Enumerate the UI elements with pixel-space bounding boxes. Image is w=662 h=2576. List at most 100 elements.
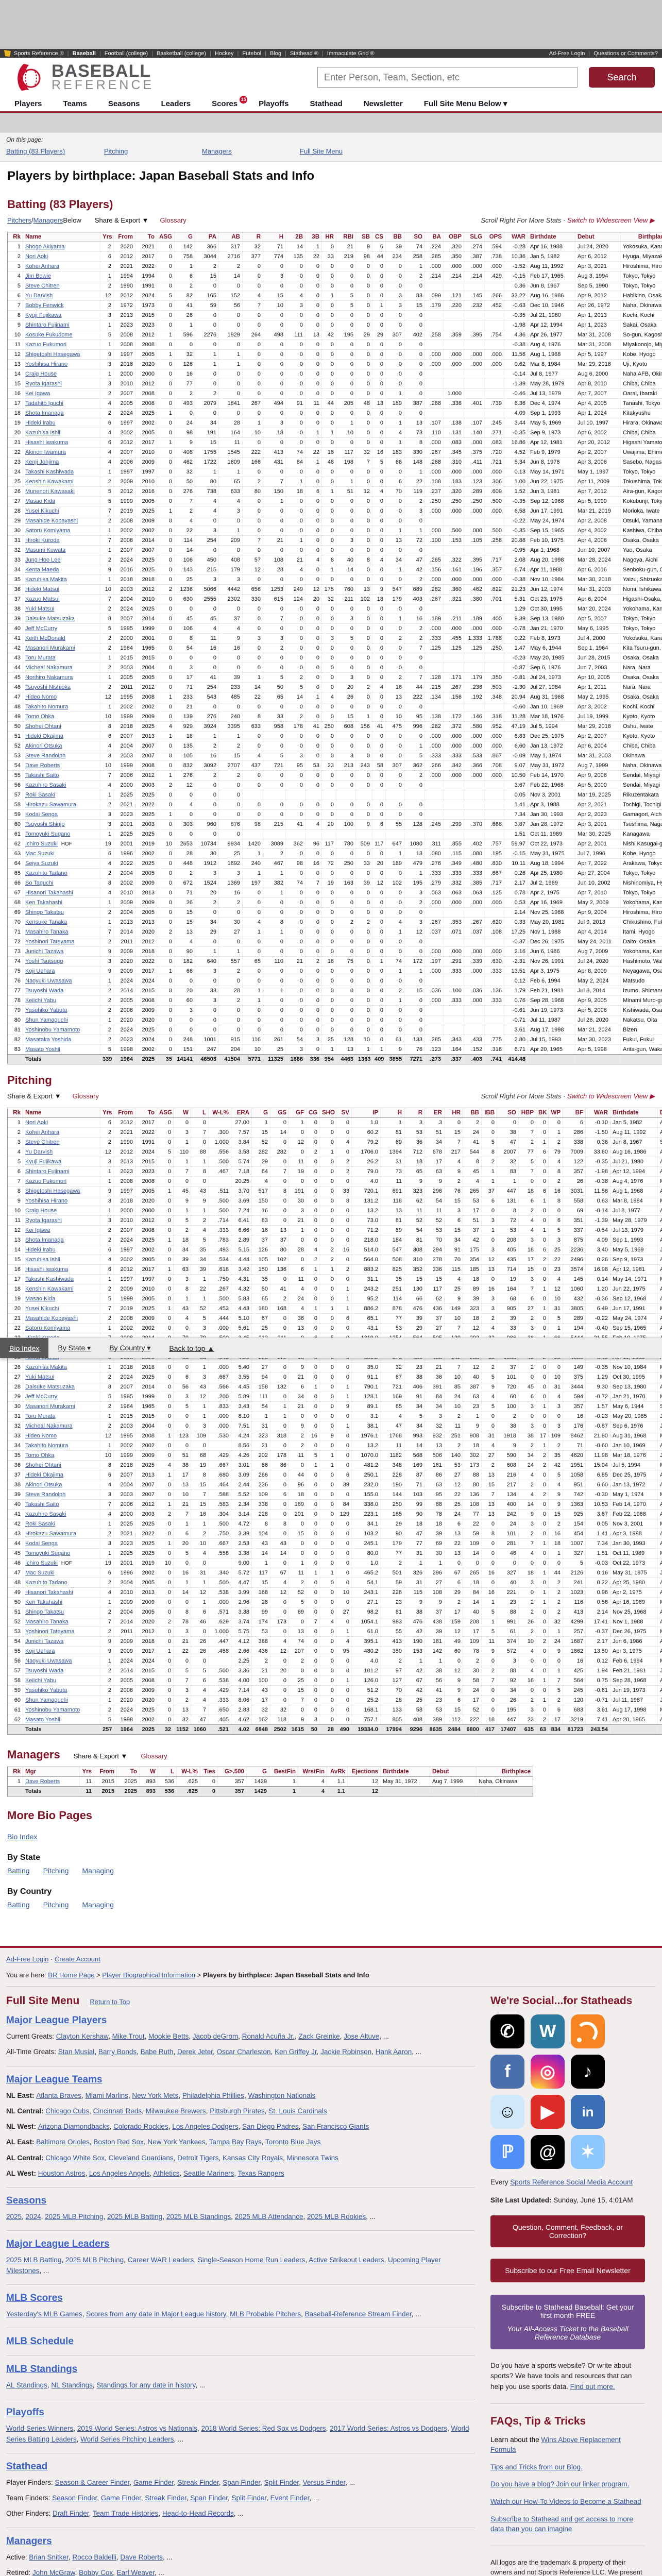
player-link[interactable]: Masahide Kobayashi (25, 518, 78, 524)
footer-link[interactable]: New York Yankees (147, 2138, 206, 2146)
nav-seasons[interactable]: Seasons (108, 99, 140, 108)
player-link[interactable]: Takashi Saito (25, 1501, 59, 1508)
bio-link-batting[interactable]: Batting (7, 1901, 30, 1909)
footer-link[interactable]: Babe Ruth (140, 2048, 174, 2056)
footer-link[interactable]: Split Finder (231, 2494, 267, 2502)
player-link[interactable]: Ken Takahashi (25, 1599, 62, 1606)
player-link[interactable]: Junichi Tazawa (25, 1638, 64, 1645)
sr-site-link-football-college-[interactable]: Football (college) (104, 50, 148, 57)
footer-link[interactable]: Jackie Robinson (320, 2048, 372, 2056)
player-link[interactable]: Kazuhisa Ishii (25, 430, 60, 436)
breadcrumb-bio-link[interactable]: Player Biographical Information (102, 1971, 196, 1979)
footer-link[interactable]: Derek Jeter (177, 2048, 213, 2056)
player-link[interactable]: Koji Uehara (25, 968, 55, 975)
player-link[interactable]: Craig House (25, 371, 57, 378)
footer-link[interactable]: 2019 World Series: Astros vs Nationals (77, 2425, 197, 2433)
footer-link[interactable]: Rocco Baldelli (72, 2553, 116, 2561)
player-link[interactable]: Masataka Yoshida (25, 1037, 72, 1043)
wordpress-icon[interactable]: W (531, 2014, 565, 2049)
footer-link[interactable]: San Francisco Giants (302, 2123, 369, 2131)
player-link[interactable]: Kazuhiro Sasaki (25, 782, 66, 789)
player-link[interactable]: Akinori Otsuka (25, 1482, 62, 1488)
footer-link[interactable]: 2024 (25, 2213, 41, 2221)
player-link[interactable]: Mac Suzuki (25, 1570, 55, 1577)
player-link[interactable]: Yu Darvish (25, 1149, 53, 1156)
sr-site-link-baseball[interactable]: Baseball (72, 50, 96, 57)
player-link[interactable]: Micheal Nakamura (25, 665, 73, 671)
faq-link[interactable]: Do you have a blog? Join our linker prog… (490, 2480, 630, 2488)
player-link[interactable]: Shohei Ohtani (25, 1462, 61, 1469)
player-link[interactable]: Nori Aoki (25, 1120, 48, 1126)
footer-section-title[interactable]: MLB Scores (6, 2292, 63, 2303)
footer-link[interactable]: World Series Batting Leaders (6, 2425, 469, 2443)
share-export-button[interactable]: Share & Export ▼ (94, 216, 149, 225)
return-to-top-link[interactable]: Return to Top (90, 1998, 130, 2006)
player-link[interactable]: Yoshihisa Hirano (25, 1198, 68, 1205)
threads-icon[interactable]: @ (531, 2135, 565, 2170)
player-link[interactable]: Yuki Matsui (25, 1374, 55, 1381)
player-link[interactable]: Akinori Otsuka (25, 743, 62, 750)
player-link[interactable]: Satoru Komiyama (25, 1325, 71, 1332)
footer-link[interactable]: Jose Altuve (344, 2032, 380, 2041)
player-link[interactable]: Akinori Iwamura (25, 449, 66, 456)
player-link[interactable]: Kensuke Tanaka (25, 919, 67, 926)
player-link[interactable]: Dave Roberts (25, 1778, 60, 1785)
player-link[interactable]: Tadahito Iguchi (25, 400, 63, 407)
player-link[interactable]: Nori Aoki (25, 253, 48, 260)
player-link[interactable]: Kazuo Fukumori (25, 342, 67, 348)
sr-right-link[interactable]: Questions or Comments? (593, 50, 658, 57)
player-link[interactable]: Kazuo Matsui (25, 596, 60, 603)
player-link[interactable]: Kazuhito Tadano (25, 1580, 67, 1586)
player-link[interactable]: Jeff McCurry (25, 625, 58, 632)
footer-link[interactable]: Upcoming Player Milestones (6, 2256, 441, 2275)
player-link[interactable]: Tomoyuki Sugano (25, 831, 71, 838)
player-link[interactable]: Kodai Senga (25, 1540, 58, 1547)
onpage-link-full-site-menu[interactable]: Full Site Menu (300, 147, 343, 156)
nav-leaders[interactable]: Leaders (161, 99, 191, 108)
player-link[interactable]: Takashi Kashiwada (25, 1276, 74, 1283)
player-link[interactable]: Kenshin Kawakami (25, 1286, 74, 1293)
player-link[interactable]: Kazuhisa Makita (25, 1364, 67, 1371)
player-link[interactable]: Hisanori Takahashi (25, 890, 73, 896)
feedback-button[interactable]: Question, Comment, Feedback, or Correcti… (490, 2215, 645, 2248)
player-link[interactable]: Jung Hoo Lee (25, 557, 61, 564)
tiktok-icon[interactable]: ♪ (571, 2055, 605, 2089)
create-account-link[interactable]: Create Account (54, 1955, 100, 1963)
player-link[interactable]: Masato Yoshii (25, 1046, 60, 1053)
player-link[interactable]: Masumi Kuwata (25, 547, 66, 554)
find-out-more-link[interactable]: Find out more. (570, 2382, 615, 2391)
player-link[interactable]: Shingo Takatsu (25, 1609, 64, 1616)
footer-link[interactable]: World Series Pitching Leaders (80, 2435, 174, 2443)
footer-link[interactable]: Stan Musial (58, 2048, 95, 2056)
footer-link[interactable]: Mike Trout (112, 2032, 145, 2041)
player-link[interactable]: Shigetoshi Hasegawa (25, 1188, 80, 1195)
player-link[interactable]: Steve Chitren (25, 1139, 60, 1146)
player-link[interactable]: Yoshihisa Hirano (25, 361, 68, 368)
sr-brand-link[interactable]: Sports Reference ® (14, 50, 64, 57)
footer-link[interactable]: Streak Finder (177, 2478, 219, 2486)
footer-link[interactable]: Brian Snitker (29, 2553, 69, 2561)
player-link[interactable]: Shun Yamaguchi (25, 1017, 68, 1024)
player-link[interactable]: Seiya Suzuki (25, 860, 58, 867)
footer-link[interactable]: Versus Finder (302, 2478, 346, 2486)
player-link[interactable]: Hirokazu Sawamura (25, 802, 77, 808)
footer-link[interactable]: Tampa Bay Rays (209, 2138, 262, 2146)
footer-link[interactable]: Scores from any date in Major League his… (86, 2310, 226, 2318)
footer-link[interactable]: Boston Red Sox (93, 2138, 144, 2146)
footer-link[interactable]: Season Finder (52, 2494, 97, 2502)
nav-newsletter[interactable]: Newsletter (363, 99, 403, 108)
footer-link[interactable]: Streak Finder (145, 2494, 186, 2502)
managers-link[interactable]: Managers (33, 216, 63, 225)
bio-index-tab[interactable]: Bio Index (0, 1338, 49, 1358)
sr-site-link-blog[interactable]: Blog (269, 50, 281, 57)
adfree-login-link[interactable]: Ad-Free Login (6, 1955, 49, 1963)
player-link[interactable]: Naoyuki Uwasawa (25, 978, 72, 985)
footer-link[interactable]: Single-Season Home Run Leaders (197, 2256, 305, 2264)
footer-section-title[interactable]: MLB Standings (6, 2364, 78, 2375)
breadcrumb-home-link[interactable]: BR Home Page (48, 1971, 95, 1979)
footer-link[interactable]: AL Standings (6, 2381, 47, 2389)
faq-link[interactable]: Wins Above Replacement Formula (490, 2435, 621, 2454)
player-link[interactable]: Bobby Fenwick (25, 302, 64, 309)
player-link[interactable]: Kazuhisa Ishii (25, 1257, 60, 1263)
footer-link[interactable]: 2025 MLB Pitching (65, 2256, 124, 2264)
